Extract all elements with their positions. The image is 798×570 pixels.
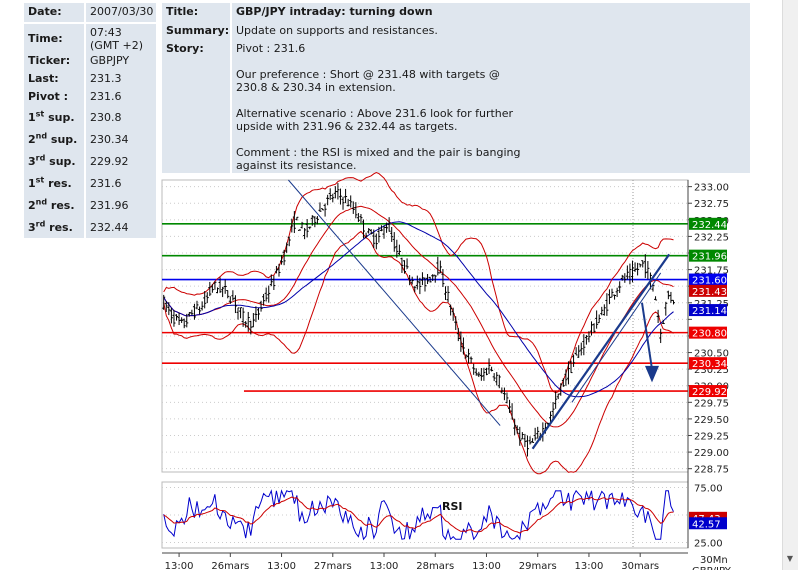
bollinger-upper [163,171,674,394]
axes: 228.75229.00229.25229.50229.75230.00230.… [162,180,732,570]
price-tag-label: 231.14 [692,306,727,317]
summary-label: Summary: [162,22,230,40]
time-label: Time: [24,24,84,54]
story-text: Pivot : 231.6 Our preference : Short @ 2… [232,40,750,173]
title-value: GBP/JPY intraday: turning down [232,3,750,22]
y-tick-label: 230.50 [694,349,729,360]
ticker-label: Ticker: [24,52,84,70]
level-tag [689,249,727,262]
res1-label: 1st res. [24,172,84,194]
y-tick-label: 228.75 [694,465,729,476]
level-tag-label: 230.34 [692,359,727,370]
level-tag [689,385,727,398]
y-tick-label: 230.25 [694,365,729,376]
sup2-label: 2nd sup. [24,128,84,150]
level-tag-label: 229.92 [692,387,727,398]
candles [162,183,675,457]
x-tick-label: 28mars [416,561,454,570]
x-tick-label: 13:00 [370,561,399,570]
pivot-label: Pivot : [24,88,84,106]
rsi-tick-label: 25.00 [694,539,723,550]
x-tick-label: 13:00 [575,561,604,570]
y-tick-label: 229.50 [694,415,729,426]
level-tag [689,273,727,286]
annotations [287,179,671,450]
uptrend-line [531,253,671,450]
level-tag [689,217,727,230]
sup1-value: 230.8 [86,106,156,128]
rsi-plot-area [161,481,689,549]
x-tick-label: 29mars [519,561,557,570]
res2-value: 231.96 [86,194,156,216]
uptrend-channel-line [571,272,662,403]
summary-value: Update on supports and resistances. [232,22,750,40]
res3-label: 3rd res. [24,216,84,238]
y-tick-label: 229.75 [694,398,729,409]
indicator-layer [163,171,674,475]
moving-average [163,221,674,398]
y-tick-label: 229.25 [694,432,729,443]
res3-value: 232.44 [86,216,156,238]
grid-layer [161,179,689,549]
sup2-value: 230.34 [86,128,156,150]
rsi-tick-label: 75.00 [694,484,723,495]
pivot-value: 231.6 [86,88,156,106]
y-tick-label: 232.25 [694,232,729,243]
y-tick-label: 231.75 [694,266,729,277]
x-tick-label: 30mars [621,561,659,570]
res1-value: 231.6 [86,172,156,194]
x-tick-label: 13:00 [472,561,501,570]
rsi-label: RSI [442,500,463,513]
x-tick-label: 27mars [314,561,352,570]
price-tag-label: 231.43 [692,287,727,298]
vertical-scrollbar[interactable] [782,0,798,570]
y-tick-label: 229.00 [694,448,729,459]
last-label: Last: [24,70,84,88]
y-tick-label: 232.75 [694,199,729,210]
sup3-value: 229.92 [86,150,156,172]
res2-label: 2nd res. [24,194,84,216]
date-label: Date: [24,3,84,22]
price-tag [689,284,727,297]
date-value: 2007/03/30 [86,3,156,22]
last-value: 231.3 [86,70,156,88]
level-tag-label: 231.60 [692,276,727,287]
x-tick-label: 13:00 [165,561,194,570]
time-value: 07:43 (GMT +2) [86,24,156,54]
level-tag-label: 232.44 [692,220,727,231]
level-tag-label: 231.96 [692,252,727,263]
rsi-tag [689,517,727,530]
downtrend-line [287,179,501,426]
scroll-arrow-icon[interactable]: ▼ [786,554,794,563]
x-tick-label: 13:00 [267,561,296,570]
level-lines [162,223,688,392]
title-label: Title: [162,3,230,22]
level-tag [689,326,727,339]
y-tick-label: 233.00 [694,183,729,194]
story-label: Story: [162,40,230,173]
bollinger-middle [163,205,674,428]
ticker-value: GBPJPY [86,52,156,70]
level-tag [689,357,727,370]
symbol-label: GBP/JPY [692,566,732,570]
forecast-arrow-head [645,365,659,383]
price-tag [689,304,727,317]
forecast-arrow-line [641,302,653,370]
x-tick-label: 26mars [211,561,249,570]
level-tag-label: 230.80 [692,329,727,340]
rsi-tag-label: 42.57 [692,519,721,530]
sup3-label: 3rd sup. [24,150,84,172]
timeframe-label: 30Mn [700,555,728,566]
rsi-signal-line [163,496,674,534]
sup1-label: 1st sup. [24,106,84,128]
